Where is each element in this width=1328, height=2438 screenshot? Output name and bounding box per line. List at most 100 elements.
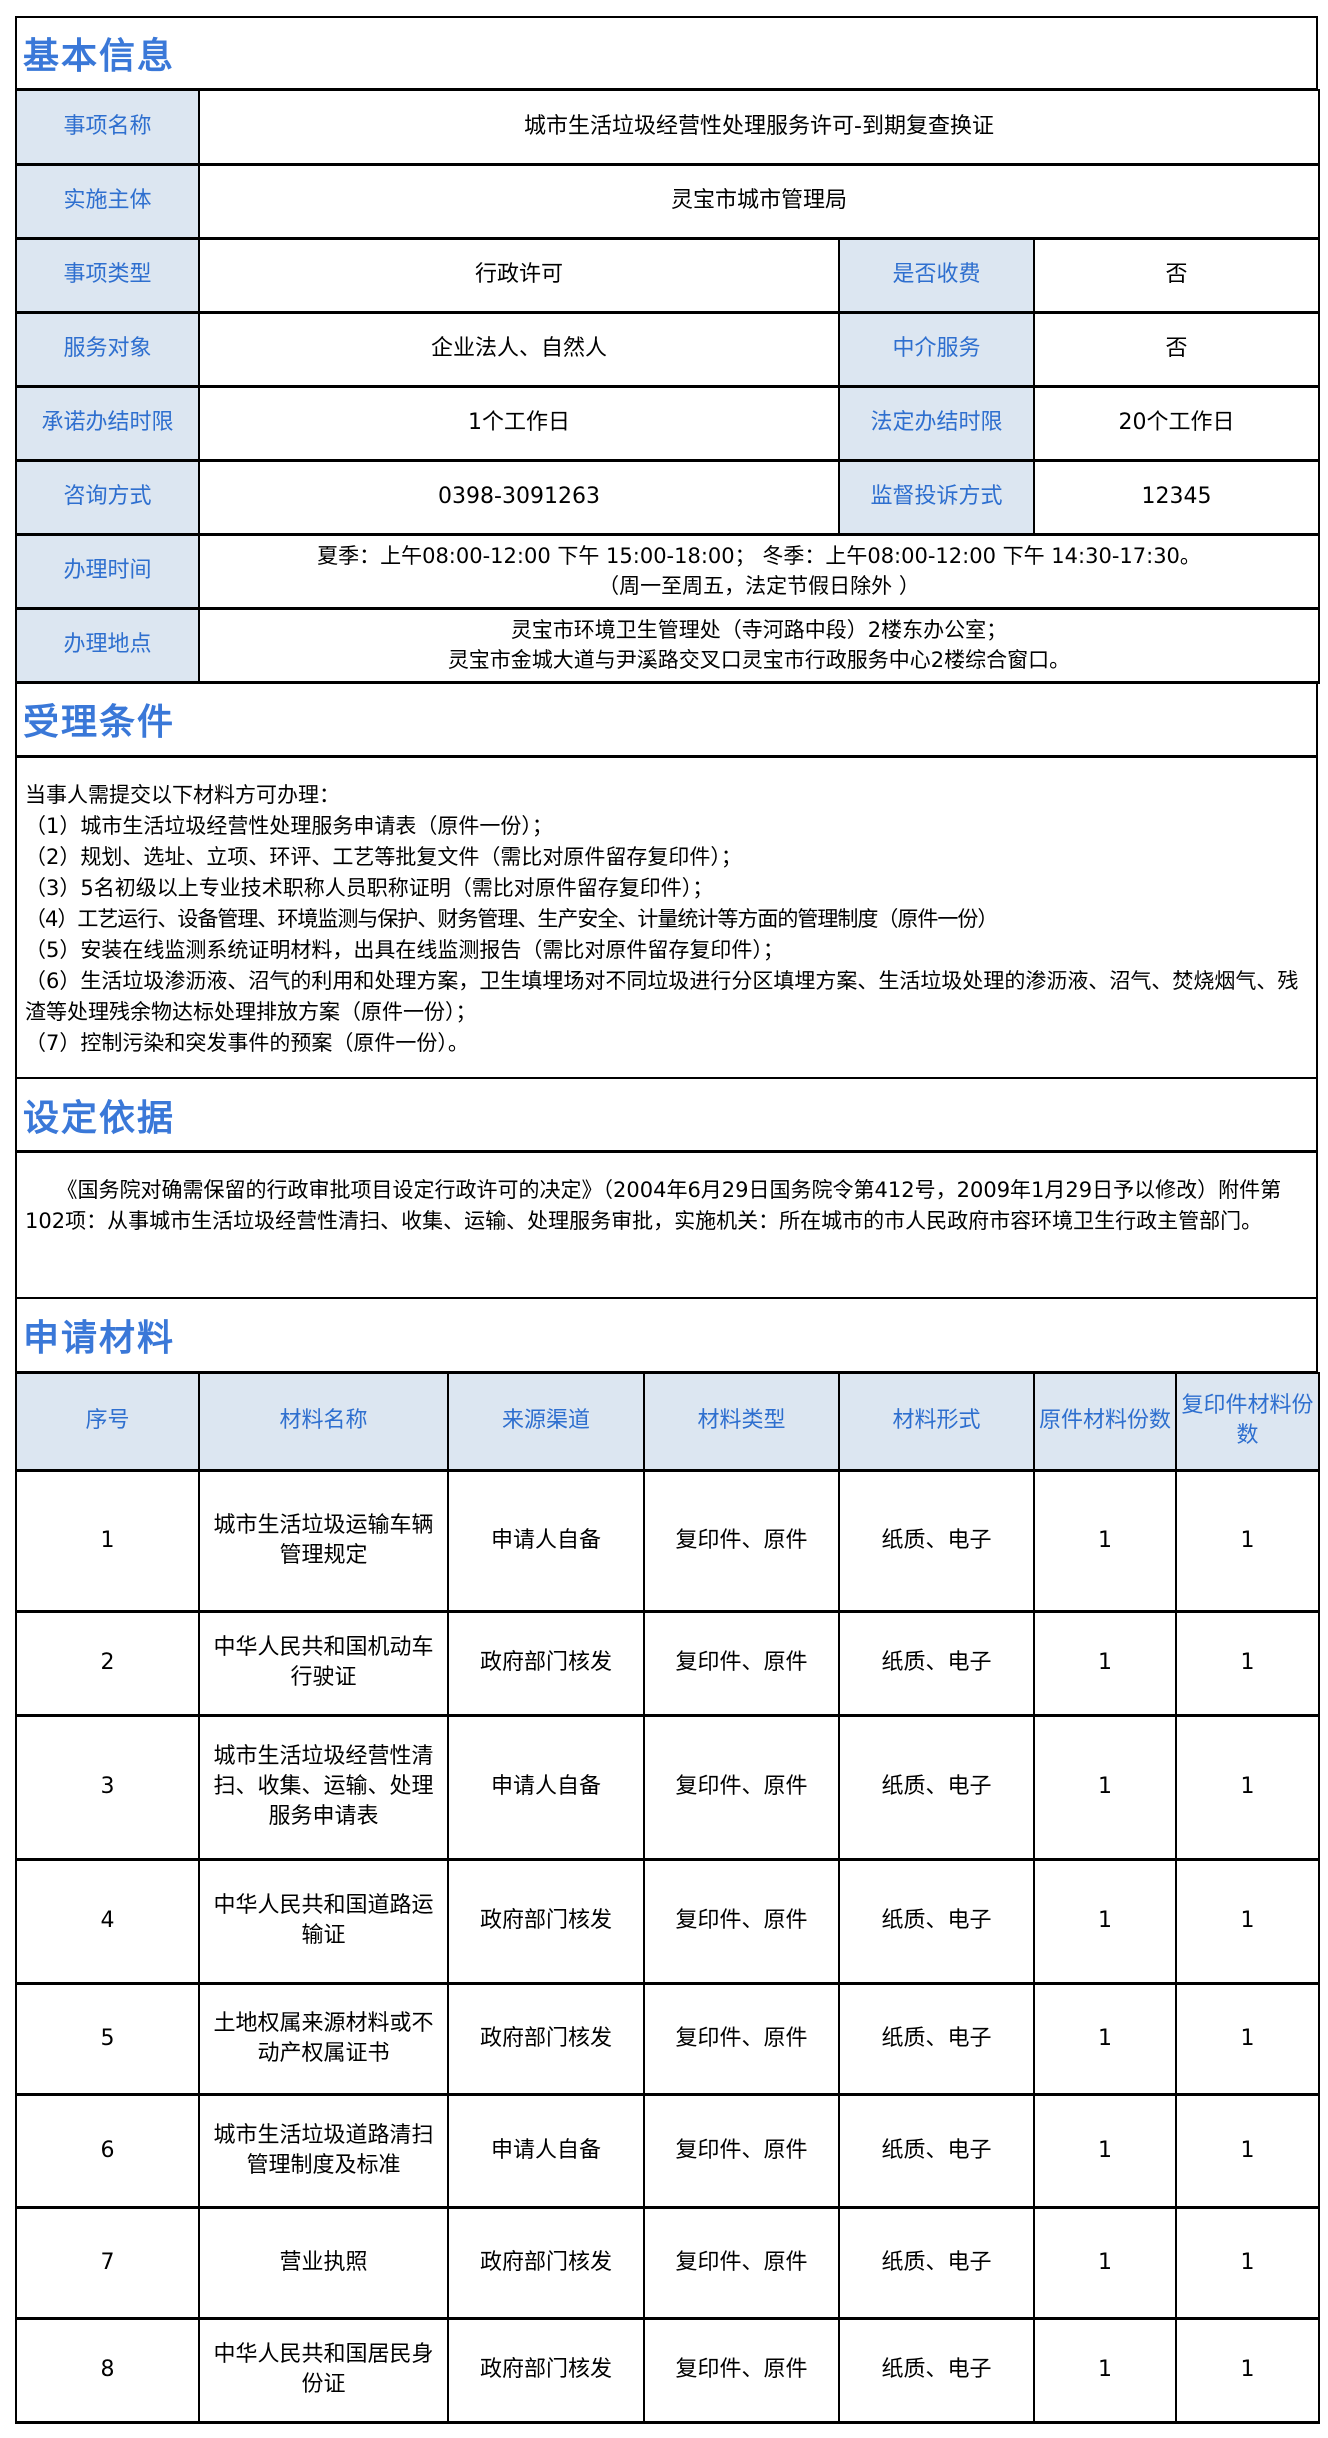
header-name: 材料名称 xyxy=(198,1372,449,1472)
cell-source: 申请人自备 xyxy=(447,1469,645,1613)
cell-source: 申请人自备 xyxy=(447,1714,645,1861)
table-row: 7 营业执照 政府部门核发 复印件、原件 纸质、电子 1 1 xyxy=(15,2206,1320,2320)
value-place: 灵宝市环境卫生管理处（寺河路中段）2楼东办公室； 灵宝市金城大道与尹溪路交叉口灵宝… xyxy=(198,607,1320,684)
cell-source: 政府部门核发 xyxy=(447,1858,645,1985)
label-implementer: 实施主体 xyxy=(15,163,200,240)
cell-material-name: 中华人民共和国道路运输证 xyxy=(198,1858,449,1985)
cell-material-form: 纸质、电子 xyxy=(838,2317,1035,2424)
label-fee: 是否收费 xyxy=(838,237,1035,314)
place-line-1: 灵宝市环境卫生管理处（寺河路中段）2楼东办公室； xyxy=(510,618,1008,642)
value-complaint: 12345 xyxy=(1033,459,1320,536)
cell-material-name: 城市生活垃圾经营性清扫、收集、运输、处理服务申请表 xyxy=(198,1714,449,1861)
basic-info-table: 事项名称 城市生活垃圾经营性处理服务许可-到期复查换证 实施主体 灵宝市城市管理局 … xyxy=(15,89,1320,684)
cell-material-form: 纸质、电子 xyxy=(838,2206,1035,2320)
value-fee: 否 xyxy=(1033,237,1320,314)
condition-item: （2）规划、选址、立项、环评、工艺等批复文件（需比对原件留存复印件）； xyxy=(25,845,742,869)
cell-copy-count: 1 xyxy=(1175,1858,1320,1985)
label-item-type: 事项类型 xyxy=(15,237,200,314)
cell-material-type: 复印件、原件 xyxy=(643,1610,840,1717)
cell-copy-count: 1 xyxy=(1175,2206,1320,2320)
cell-source: 政府部门核发 xyxy=(447,1610,645,1717)
header-source: 来源渠道 xyxy=(447,1372,645,1472)
section-title-basis: 设定依据 xyxy=(15,1077,1318,1153)
cell-material-form: 纸质、电子 xyxy=(838,1982,1035,2096)
cell-material-type: 复印件、原件 xyxy=(643,1858,840,1985)
table-row: 6 城市生活垃圾道路清扫管理制度及标准 申请人自备 复印件、原件 纸质、电子 1 1 xyxy=(15,2093,1320,2209)
table-row: 2 中华人民共和国机动车行驶证 政府部门核发 复印件、原件 纸质、电子 1 1 xyxy=(15,1610,1320,1717)
condition-item: （7）控制污染和突发事件的预案（原件一份）。 xyxy=(25,1031,469,1055)
basis-text: 《国务院对确需保留的行政审批项目设定行政许可的决定》（2004年6月29日国务院… xyxy=(15,1151,1318,1299)
cell-original-count: 1 xyxy=(1033,1982,1177,2096)
value-implementer: 灵宝市城市管理局 xyxy=(198,163,1320,240)
section-title-conditions: 受理条件 xyxy=(15,681,1318,758)
label-legal-time: 法定办结时限 xyxy=(838,385,1035,462)
condition-item: （4）工艺运行、设备管理、环境监测与保护、财务管理、生产安全、计量统计等方面的管… xyxy=(25,907,998,931)
label-service-target: 服务对象 xyxy=(15,311,200,388)
cell-original-count: 1 xyxy=(1033,1469,1177,1613)
table-row: 5 土地权属来源材料或不动产权属证书 政府部门核发 复印件、原件 纸质、电子 1 1 xyxy=(15,1982,1320,2096)
condition-item: （3）5名初级以上专业技术职称人员职称证明（需比对原件留存复印件）； xyxy=(25,876,714,900)
cell-seq: 7 xyxy=(15,2206,200,2320)
cell-material-type: 复印件、原件 xyxy=(643,1982,840,2096)
cell-material-form: 纸质、电子 xyxy=(838,1469,1035,1613)
header-type: 材料类型 xyxy=(643,1372,840,1472)
label-place: 办理地点 xyxy=(15,607,200,684)
hours-line-2: （周一至周五，法定节假日除外 ） xyxy=(598,574,920,598)
cell-original-count: 1 xyxy=(1033,1714,1177,1861)
cell-material-form: 纸质、电子 xyxy=(838,1610,1035,1717)
condition-intro: 当事人需提交以下材料方可办理： xyxy=(25,783,340,807)
cell-seq: 1 xyxy=(15,1469,200,1613)
cell-material-type: 复印件、原件 xyxy=(643,2206,840,2320)
header-original-count: 原件材料份数 xyxy=(1033,1372,1177,1472)
cell-material-name: 中华人民共和国机动车行驶证 xyxy=(198,1610,449,1717)
cell-copy-count: 1 xyxy=(1175,1469,1320,1613)
cell-source: 申请人自备 xyxy=(447,2093,645,2209)
cell-material-name: 营业执照 xyxy=(198,2206,449,2320)
cell-material-type: 复印件、原件 xyxy=(643,2093,840,2209)
cell-material-name: 城市生活垃圾运输车辆管理规定 xyxy=(198,1469,449,1613)
label-agency: 中介服务 xyxy=(838,311,1035,388)
value-promise-time: 1个工作日 xyxy=(198,385,840,462)
cell-copy-count: 1 xyxy=(1175,2093,1320,2209)
condition-item: （5）安装在线监测系统证明材料，出具在线监测报告（需比对原件留存复印件）； xyxy=(25,938,784,962)
materials-table: 序号 材料名称 来源渠道 材料类型 材料形式 原件材料份数 复印件材料份数 1 城市生活垃圾运… xyxy=(15,1372,1320,2424)
table-row: 8 中华人民共和国居民身份证 政府部门核发 复印件、原件 纸质、电子 1 1 xyxy=(15,2317,1320,2424)
cell-seq: 6 xyxy=(15,2093,200,2209)
cell-copy-count: 1 xyxy=(1175,2317,1320,2424)
cell-original-count: 1 xyxy=(1033,1858,1177,1985)
cell-material-form: 纸质、电子 xyxy=(838,1714,1035,1861)
cell-original-count: 1 xyxy=(1033,2206,1177,2320)
header-copy-count: 复印件材料份数 xyxy=(1175,1372,1320,1472)
value-consult: 0398-3091263 xyxy=(198,459,840,536)
cell-original-count: 1 xyxy=(1033,1610,1177,1717)
cell-source: 政府部门核发 xyxy=(447,1982,645,2096)
cell-copy-count: 1 xyxy=(1175,1714,1320,1861)
section-title-basic-info: 基本信息 xyxy=(15,16,1318,91)
cell-material-name: 中华人民共和国居民身份证 xyxy=(198,2317,449,2424)
table-row: 4 中华人民共和国道路运输证 政府部门核发 复印件、原件 纸质、电子 1 1 xyxy=(15,1858,1320,1985)
value-hours: 夏季：上午08:00-12:00 下午 15:00-18:00； 冬季：上午08… xyxy=(198,533,1320,610)
condition-item: （1）城市生活垃圾经营性处理服务申请表（原件一份）； xyxy=(25,814,553,838)
label-promise-time: 承诺办结时限 xyxy=(15,385,200,462)
cell-seq: 5 xyxy=(15,1982,200,2096)
cell-seq: 3 xyxy=(15,1714,200,1861)
cell-material-type: 复印件、原件 xyxy=(643,1714,840,1861)
label-complaint: 监督投诉方式 xyxy=(838,459,1035,536)
cell-material-form: 纸质、电子 xyxy=(838,1858,1035,1985)
cell-material-type: 复印件、原件 xyxy=(643,1469,840,1613)
value-item-type: 行政许可 xyxy=(198,237,840,314)
value-item-name: 城市生活垃圾经营性处理服务许可-到期复查换证 xyxy=(198,89,1320,166)
cell-original-count: 1 xyxy=(1033,2317,1177,2424)
label-item-name: 事项名称 xyxy=(15,89,200,166)
cell-copy-count: 1 xyxy=(1175,1982,1320,2096)
header-seq: 序号 xyxy=(15,1372,200,1472)
value-agency: 否 xyxy=(1033,311,1320,388)
cell-original-count: 1 xyxy=(1033,2093,1177,2209)
cell-copy-count: 1 xyxy=(1175,1610,1320,1717)
label-hours: 办理时间 xyxy=(15,533,200,610)
cell-material-name: 土地权属来源材料或不动产权属证书 xyxy=(198,1982,449,2096)
cell-material-name: 城市生活垃圾道路清扫管理制度及标准 xyxy=(198,2093,449,2209)
cell-seq: 2 xyxy=(15,1610,200,1717)
cell-seq: 4 xyxy=(15,1858,200,1985)
